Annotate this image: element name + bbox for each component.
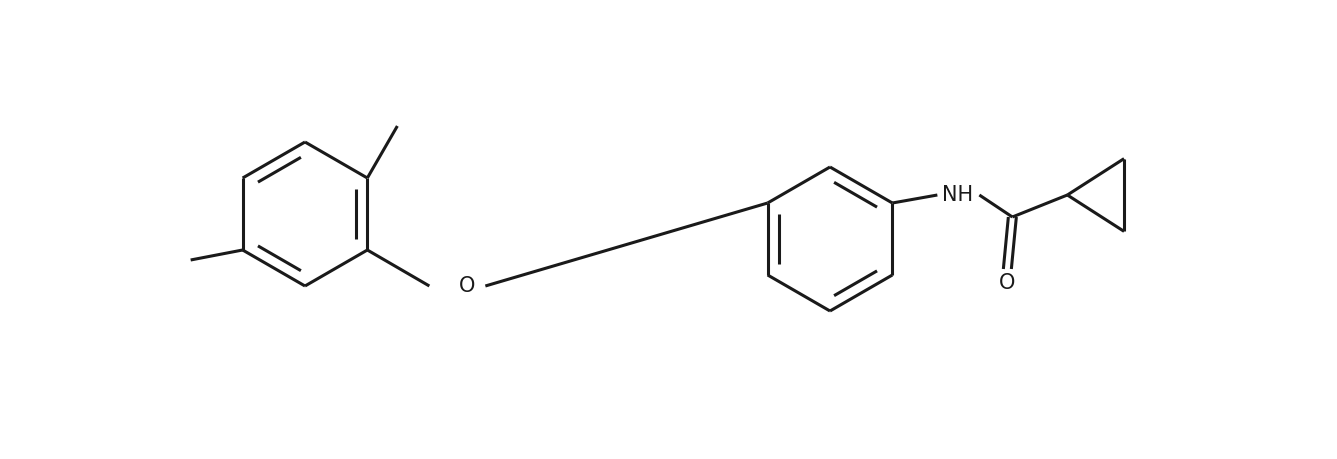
Text: O: O	[459, 276, 476, 296]
Text: NH: NH	[941, 185, 973, 205]
Text: O: O	[999, 273, 1016, 293]
